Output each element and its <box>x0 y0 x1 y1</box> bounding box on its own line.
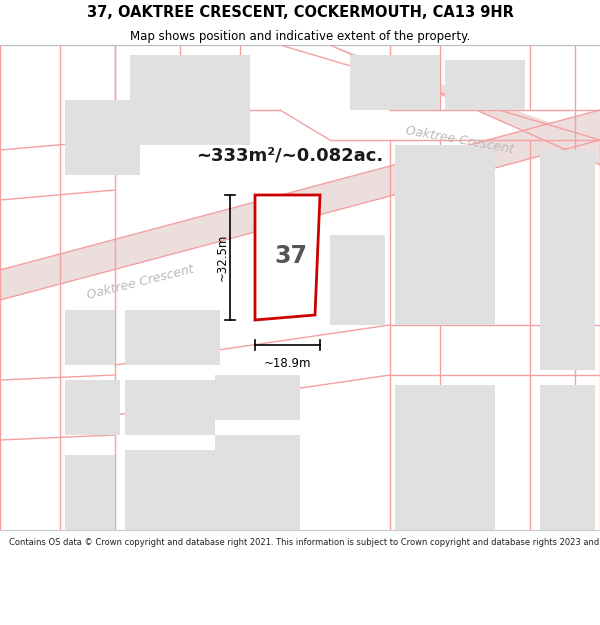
Bar <box>130 55 250 145</box>
Bar <box>65 380 120 435</box>
Bar <box>65 310 115 365</box>
Bar <box>395 145 495 325</box>
Bar <box>540 385 595 530</box>
Bar <box>540 150 595 370</box>
Polygon shape <box>280 45 600 165</box>
Bar <box>215 375 300 420</box>
Bar <box>65 455 115 530</box>
Bar <box>395 385 495 530</box>
Text: 37: 37 <box>275 244 308 268</box>
Bar <box>65 100 140 175</box>
Polygon shape <box>255 195 320 320</box>
Bar <box>215 435 300 530</box>
Text: Map shows position and indicative extent of the property.: Map shows position and indicative extent… <box>130 31 470 43</box>
Text: Oaktree Crescent: Oaktree Crescent <box>405 124 515 156</box>
Bar <box>125 380 215 435</box>
Text: Oaktree Crescent: Oaktree Crescent <box>85 262 195 302</box>
Text: 37, OAKTREE CRESCENT, COCKERMOUTH, CA13 9HR: 37, OAKTREE CRESCENT, COCKERMOUTH, CA13 … <box>86 5 514 20</box>
Text: ~32.5m: ~32.5m <box>215 234 229 281</box>
Text: Contains OS data © Crown copyright and database right 2021. This information is : Contains OS data © Crown copyright and d… <box>9 538 600 547</box>
Bar <box>125 450 215 530</box>
Bar <box>445 60 525 110</box>
Polygon shape <box>0 110 600 300</box>
Text: ~333m²/~0.082ac.: ~333m²/~0.082ac. <box>196 146 383 164</box>
Bar <box>350 55 440 110</box>
Text: ~18.9m: ~18.9m <box>264 357 311 370</box>
Bar <box>330 235 385 325</box>
Bar <box>125 310 220 365</box>
